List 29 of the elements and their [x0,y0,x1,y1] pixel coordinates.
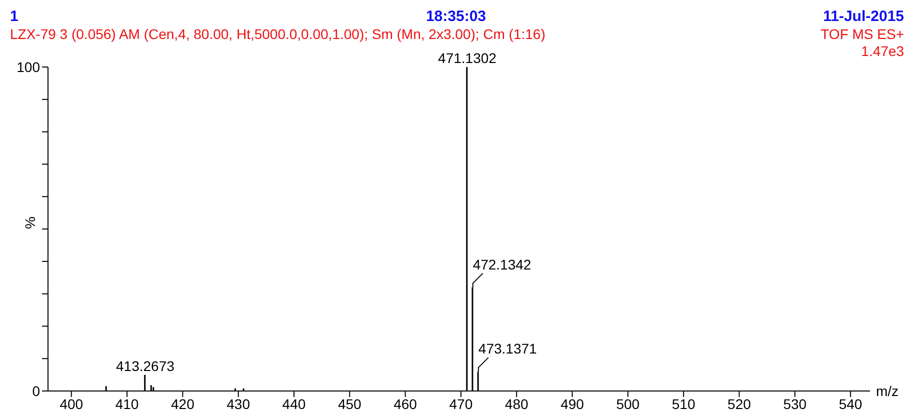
x-tick-label: 490 [560,396,584,412]
y-axis-title: % [22,216,38,229]
x-tick-label: 420 [171,396,195,412]
text: 11-Jul-2015 [823,8,904,25]
y-tick-label: 0 [32,382,40,399]
x-tick-label: 500 [616,396,640,412]
x-tick-label: 520 [728,396,752,412]
x-tick-label: 480 [504,396,528,412]
text: 1 [10,8,18,25]
annotation: 472.1342 [472,256,532,272]
text: TOF MS ES+ [820,26,904,42]
x-tick-label: 460 [394,396,418,412]
x-tick-label: 410 [115,396,139,412]
text: 18:35:03 [426,8,486,25]
x-tick-label: 540 [838,396,862,412]
text: 1.47e3 [861,43,904,59]
annotation: 471.1302 [438,50,497,66]
x-tick-label: 400 [60,396,84,412]
x-tick-label: 530 [783,396,807,412]
x-tick-label: 440 [282,396,306,412]
annotation: 473.1371 [478,340,538,357]
y-tick-label: 100 [16,58,40,75]
text: LZX-79 3 (0.056) AM (Cen,4, 80.00, Ht,5000.0,0.00,1.00); Sm (Mn, 2x3.00); Cm (1:16) [10,26,546,42]
x-axis-title: m/z [876,382,899,399]
x-tick-label: 510 [672,396,696,412]
annotation: 413.2673 [116,358,175,374]
x-tick-label: 430 [226,396,250,412]
x-tick-label: 450 [338,396,362,412]
x-tick-label: 470 [449,396,473,412]
